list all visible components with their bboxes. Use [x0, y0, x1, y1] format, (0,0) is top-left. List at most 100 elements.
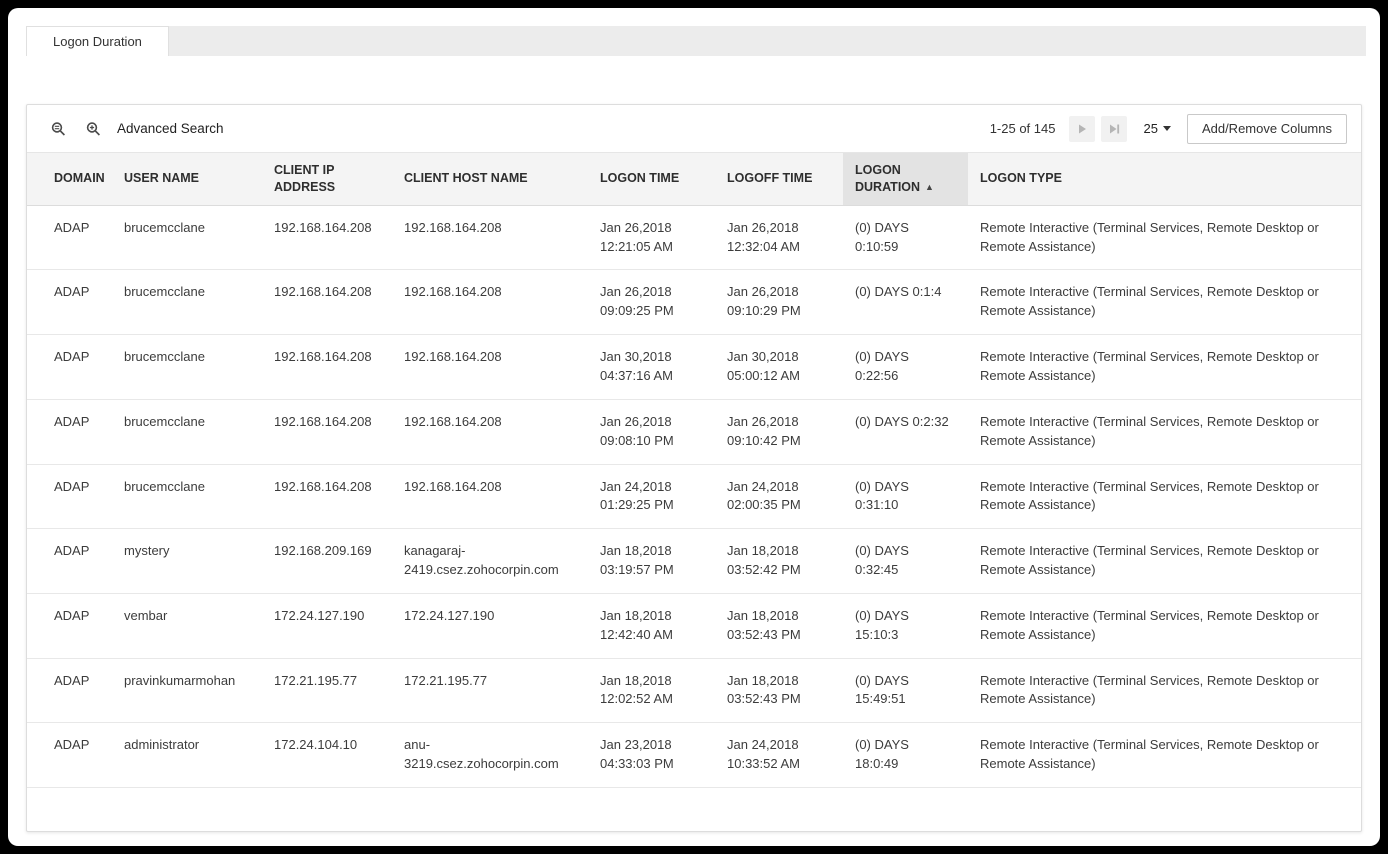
content-card: Advanced Search 1-25 of 145 25	[26, 104, 1362, 832]
cell-domain: ADAP	[27, 464, 112, 530]
cell-client-ip: 192.168.164.208	[262, 464, 392, 530]
cell-client-ip: 192.168.164.208	[262, 399, 392, 465]
cell-logon-type: Remote Interactive (Terminal Services, R…	[968, 269, 1361, 336]
next-page-button[interactable]	[1069, 115, 1096, 142]
column-header-domain[interactable]: DOMAIN	[27, 153, 112, 206]
cell-client-host: 192.168.164.208	[392, 464, 588, 530]
table-row[interactable]: ADAP brucemcclane 192.168.164.208 192.16…	[27, 464, 1361, 530]
advanced-search-label[interactable]: Advanced Search	[117, 121, 224, 136]
cell-user-name: administrator	[112, 722, 262, 788]
cell-domain: ADAP	[27, 399, 112, 465]
cell-logoff-time: Jan 24,2018 10:33:52 AM	[715, 722, 843, 788]
cell-client-ip: 172.24.127.190	[262, 593, 392, 659]
cell-logon-time: Jan 26,2018 12:21:05 AM	[588, 205, 715, 271]
last-page-button[interactable]	[1101, 115, 1128, 142]
column-header-client-host[interactable]: CLIENT HOST NAME	[392, 153, 588, 206]
cell-logon-type: Remote Interactive (Terminal Services, R…	[968, 528, 1361, 594]
next-page-icon	[1079, 124, 1087, 133]
cell-logon-type: Remote Interactive (Terminal Services, R…	[968, 334, 1361, 400]
cell-user-name: brucemcclane	[112, 334, 262, 400]
cell-logoff-time: Jan 26,2018 09:10:42 PM	[715, 399, 843, 465]
sort-ascending-icon: ▲	[925, 181, 934, 192]
cell-user-name: vembar	[112, 593, 262, 659]
cell-client-ip: 192.168.164.208	[262, 334, 392, 400]
table-row[interactable]: ADAP vembar 172.24.127.190 172.24.127.19…	[27, 593, 1361, 659]
cell-client-ip: 192.168.164.208	[262, 205, 392, 271]
cell-logoff-time: Jan 26,2018 12:32:04 AM	[715, 205, 843, 271]
table-header-row: DOMAIN USER NAME CLIENT IP ADDRESS CLIEN…	[27, 153, 1361, 206]
cell-domain: ADAP	[27, 334, 112, 400]
column-header-logon-type[interactable]: LOGON TYPE	[968, 153, 1361, 206]
cell-client-host: 172.24.127.190	[392, 593, 588, 659]
cell-client-host: 192.168.164.208	[392, 269, 588, 336]
column-header-logon-time[interactable]: LOGON TIME	[588, 153, 715, 206]
cell-logon-time: Jan 18,2018 12:02:52 AM	[588, 658, 715, 724]
cell-logoff-time: Jan 24,2018 02:00:35 PM	[715, 464, 843, 530]
table-row[interactable]: ADAP brucemcclane 192.168.164.208 192.16…	[27, 399, 1361, 465]
cell-user-name: brucemcclane	[112, 399, 262, 465]
chevron-down-icon	[1162, 126, 1171, 131]
cell-logon-time: Jan 26,2018 09:08:10 PM	[588, 399, 715, 465]
cell-client-host: anu-3219.csez.zohocorpin.com	[392, 722, 588, 788]
column-header-user-name[interactable]: USER NAME	[112, 153, 262, 206]
cell-domain: ADAP	[27, 593, 112, 659]
cell-client-ip: 192.168.164.208	[262, 269, 392, 336]
column-header-logon-duration-label: LOGON DURATION	[855, 163, 921, 194]
tab-logon-duration[interactable]: Logon Duration	[26, 26, 169, 56]
cell-domain: ADAP	[27, 722, 112, 788]
cell-logon-duration: (0) DAYS 15:10:3	[843, 593, 968, 659]
page-size-dropdown[interactable]: 25	[1143, 121, 1171, 136]
table-row[interactable]: ADAP brucemcclane 192.168.164.208 192.16…	[27, 269, 1361, 336]
cell-client-ip: 172.21.195.77	[262, 658, 392, 724]
cell-logon-duration: (0) DAYS 0:22:56	[843, 334, 968, 400]
last-page-icon	[1109, 124, 1120, 133]
table-row[interactable]: ADAP mystery 192.168.209.169 kanagaraj-2…	[27, 528, 1361, 594]
search-icon[interactable]	[45, 116, 71, 142]
table-body: ADAP brucemcclane 192.168.164.208 192.16…	[27, 205, 1361, 788]
table-row[interactable]: ADAP brucemcclane 192.168.164.208 192.16…	[27, 205, 1361, 271]
cell-logoff-time: Jan 26,2018 09:10:29 PM	[715, 269, 843, 336]
column-header-logoff-time[interactable]: LOGOFF TIME	[715, 153, 843, 206]
pagination-controls: 1-25 of 145 25 Add/Remove Columns	[989, 113, 1347, 144]
cell-logon-time: Jan 18,2018 12:42:40 AM	[588, 593, 715, 659]
add-remove-columns-button[interactable]: Add/Remove Columns	[1186, 113, 1347, 144]
cell-logon-type: Remote Interactive (Terminal Services, R…	[968, 722, 1361, 788]
cell-logon-duration: (0) DAYS 0:31:10	[843, 464, 968, 530]
cell-user-name: brucemcclane	[112, 205, 262, 271]
toolbar: Advanced Search 1-25 of 145 25	[27, 105, 1361, 153]
column-header-client-ip[interactable]: CLIENT IP ADDRESS	[262, 153, 392, 206]
table-row[interactable]: ADAP brucemcclane 192.168.164.208 192.16…	[27, 334, 1361, 400]
cell-client-ip: 172.24.104.10	[262, 722, 392, 788]
cell-logon-duration: (0) DAYS 0:10:59	[843, 205, 968, 271]
cell-logon-time: Jan 23,2018 04:33:03 PM	[588, 722, 715, 788]
cell-logon-duration: (0) DAYS 15:49:51	[843, 658, 968, 724]
cell-user-name: mystery	[112, 528, 262, 594]
table-row[interactable]: ADAP administrator 172.24.104.10 anu-321…	[27, 722, 1361, 788]
table-row[interactable]: ADAP pravinkumarmohan 172.21.195.77 172.…	[27, 658, 1361, 724]
cell-domain: ADAP	[27, 269, 112, 336]
page-frame: Logon Duration Advanced	[8, 8, 1380, 846]
cell-client-host: 172.21.195.77	[392, 658, 588, 724]
cell-user-name: brucemcclane	[112, 464, 262, 530]
cell-logoff-time: Jan 30,2018 05:00:12 AM	[715, 334, 843, 400]
cell-client-host: 192.168.164.208	[392, 334, 588, 400]
advanced-search-icon[interactable]	[80, 116, 106, 142]
pagination-range: 1-25 of 145	[989, 121, 1056, 136]
cell-logon-duration: (0) DAYS 18:0:49	[843, 722, 968, 788]
cell-logon-time: Jan 18,2018 03:19:57 PM	[588, 528, 715, 594]
cell-logon-type: Remote Interactive (Terminal Services, R…	[968, 464, 1361, 530]
cell-logon-duration: (0) DAYS 0:32:45	[843, 528, 968, 594]
cell-logoff-time: Jan 18,2018 03:52:42 PM	[715, 528, 843, 594]
tab-label: Logon Duration	[53, 34, 142, 49]
cell-client-host: kanagaraj-2419.csez.zohocorpin.com	[392, 528, 588, 594]
cell-logon-type: Remote Interactive (Terminal Services, R…	[968, 205, 1361, 271]
page-size-value: 25	[1143, 121, 1158, 136]
cell-logon-time: Jan 30,2018 04:37:16 AM	[588, 334, 715, 400]
cell-logon-time: Jan 24,2018 01:29:25 PM	[588, 464, 715, 530]
cell-logoff-time: Jan 18,2018 03:52:43 PM	[715, 658, 843, 724]
cell-logon-duration: (0) DAYS 0:1:4	[843, 269, 968, 336]
cell-domain: ADAP	[27, 205, 112, 271]
cell-logon-type: Remote Interactive (Terminal Services, R…	[968, 593, 1361, 659]
column-header-logon-duration[interactable]: LOGON DURATION ▲	[843, 153, 968, 206]
cell-domain: ADAP	[27, 658, 112, 724]
